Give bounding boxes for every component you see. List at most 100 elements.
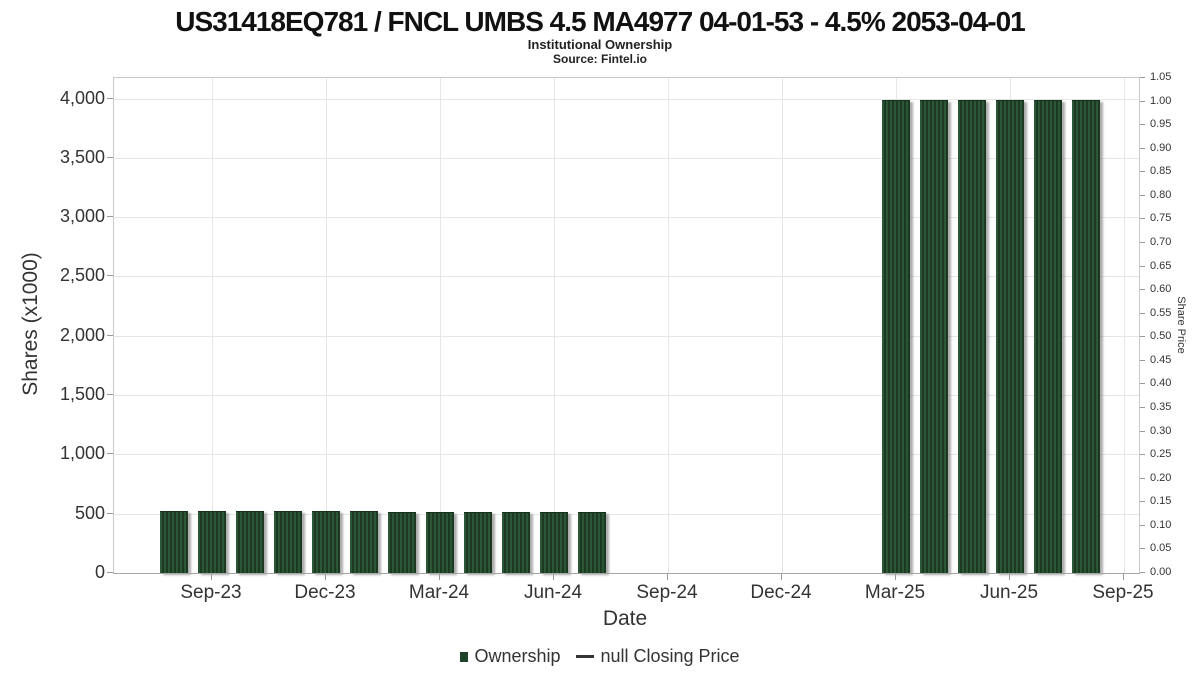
x-tick-label: Dec-23 (294, 582, 356, 603)
y-left-tick-label: 1,000 (59, 443, 105, 464)
ownership-bar[interactable] (996, 99, 1024, 573)
ownership-bar[interactable] (1072, 99, 1100, 573)
legend-label-ownership: Ownership (474, 646, 561, 666)
y-right-tick-mark (1140, 501, 1145, 503)
y-right-tick-mark (1140, 477, 1145, 479)
gridline-h (114, 217, 1139, 219)
x-tick-label: Jun-25 (979, 582, 1039, 603)
legend-item-ownership[interactable]: Ownership (460, 646, 560, 667)
chart-title: US31418EQ781 / FNCL UMBS 4.5 MA4977 04-0… (175, 6, 1026, 37)
x-tick-label: Dec-24 (750, 582, 812, 603)
ownership-bar[interactable] (502, 511, 530, 573)
y-right-tick-label: 0.05 (1150, 542, 1172, 555)
y-right-tick-mark (1140, 171, 1145, 173)
y-right-tick-mark (1140, 194, 1145, 196)
x-tick-mark (439, 574, 440, 580)
x-tick-label: Sep-23 (180, 582, 242, 603)
ownership-bar[interactable] (578, 512, 606, 573)
ownership-bar[interactable] (540, 511, 568, 573)
ownership-bar[interactable] (1034, 99, 1062, 573)
ownership-bar[interactable] (198, 510, 226, 573)
y-right-tick-label: 1.00 (1150, 94, 1172, 107)
x-tick-label: Mar-24 (408, 582, 470, 603)
x-tick-mark (1123, 574, 1124, 580)
y-left-tick-mark (107, 394, 113, 396)
y-left-tick-label: 500 (74, 502, 105, 523)
legend-item-closing-price[interactable]: null Closing Price (560, 646, 740, 667)
x-tick-label: Sep-25 (1092, 582, 1154, 603)
y-left-tick-mark (107, 512, 113, 514)
y-right-tick-label: 0.25 (1150, 448, 1172, 461)
y-left-tick-mark (107, 156, 113, 158)
y-right-tick-mark (1140, 242, 1145, 243)
y-right-tick-mark (1140, 430, 1145, 432)
ownership-bar[interactable] (350, 511, 378, 573)
y-right-tick-mark (1140, 336, 1145, 338)
y-right-tick-label: 0.00 (1150, 566, 1172, 578)
y-left-tick-label: 1,500 (59, 384, 105, 405)
y-right-tick-label: 0.85 (1150, 165, 1172, 178)
gridline-h (114, 454, 1139, 456)
chart-subtitle: Institutional Ownership (527, 37, 673, 52)
y-left-tick-mark (107, 453, 113, 455)
x-axis-line (113, 573, 1140, 574)
gridline-h (114, 513, 1139, 515)
y-right-tick-mark (1140, 77, 1145, 78)
x-tick-label: Sep-24 (636, 582, 698, 603)
y-right-tick-label: 0.90 (1150, 141, 1172, 154)
ownership-bar[interactable] (426, 511, 454, 573)
gridline-h (114, 335, 1139, 337)
y-right-tick-label: 0.60 (1150, 283, 1172, 296)
ownership-bar[interactable] (274, 511, 302, 573)
x-tick-mark (325, 574, 326, 580)
y-right-tick-mark (1140, 124, 1145, 126)
gridline-h (114, 98, 1139, 100)
y-right-tick-label: 0.15 (1150, 495, 1172, 508)
ownership-bar[interactable] (236, 510, 264, 573)
ownership-bar[interactable] (160, 510, 188, 573)
ownership-bar[interactable] (958, 99, 986, 573)
legend: Ownership null Closing Price (0, 646, 1200, 667)
gridline-v (326, 78, 327, 573)
y-right-tick-mark (1140, 265, 1145, 267)
ownership-bar[interactable] (312, 511, 340, 573)
ownership-bar[interactable] (388, 511, 416, 573)
x-tick-label: Jun-24 (523, 582, 583, 603)
y-right-tick-label: 0.80 (1150, 188, 1172, 201)
y-right-tick-label: 0.45 (1150, 353, 1172, 366)
gridline-v (440, 78, 441, 573)
legend-label-closing-price: null Closing Price (600, 646, 740, 666)
closing-price-series-marker-icon (576, 655, 595, 658)
y-right-tick-label: 0.75 (1150, 212, 1172, 225)
gridline-v (554, 78, 555, 573)
ownership-series-marker-icon (460, 651, 469, 662)
y-left-tick-label: 3,500 (59, 146, 105, 167)
x-tick-mark (1009, 574, 1010, 580)
chart-source: Source: Fintel.io (552, 52, 647, 66)
y-right-tick-mark (1140, 383, 1145, 385)
y-right-tick-mark (1140, 218, 1145, 220)
gridline-h (114, 276, 1139, 278)
y-left-tick-label: 4,000 (59, 87, 105, 108)
y-right-tick-mark (1140, 289, 1145, 291)
y-right-tick-mark (1140, 454, 1145, 456)
y-right-tick-label: 0.70 (1150, 236, 1172, 248)
ownership-bar[interactable] (882, 99, 910, 573)
ownership-bar[interactable] (920, 99, 948, 573)
ownership-bar[interactable] (464, 511, 492, 573)
gridline-h (114, 395, 1139, 397)
gridline-v (212, 78, 213, 573)
y-right-tick-mark (1140, 147, 1145, 149)
y-left-tick-mark (107, 216, 113, 218)
x-tick-label: Mar-25 (864, 582, 926, 603)
y-right-tick-mark (1140, 524, 1145, 526)
y-right-tick-label: 0.55 (1150, 306, 1172, 319)
x-tick-mark (553, 574, 554, 580)
y-left-tick-label: 2,500 (59, 265, 105, 286)
y-right-tick-mark (1140, 572, 1145, 573)
gridline-v (1124, 78, 1125, 573)
y-left-tick-label: 3,000 (59, 206, 105, 227)
y-left-tick-mark (107, 275, 113, 277)
y-right-tick-label: 0.95 (1150, 118, 1172, 131)
